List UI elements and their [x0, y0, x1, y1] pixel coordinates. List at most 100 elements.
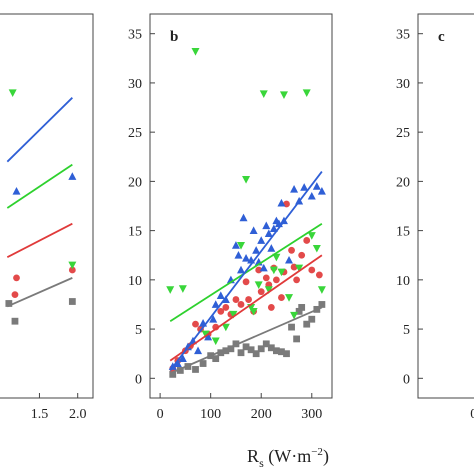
data-point-square: [227, 345, 235, 353]
data-point-triangle-up: [242, 253, 251, 262]
data-point-triangle-up: [209, 315, 218, 323]
data-point-circle: [288, 246, 295, 254]
data-point-triangle-down: [272, 253, 281, 262]
data-point-triangle-down: [68, 261, 77, 270]
y-tick-label: 20: [396, 175, 410, 190]
data-point-triangle-up: [234, 251, 243, 259]
data-point-triangle-up: [259, 263, 268, 272]
data-point-triangle-up: [216, 291, 225, 299]
data-point-square: [262, 340, 270, 348]
y-tick-label: 10: [128, 274, 142, 289]
data-point-circle: [237, 301, 245, 308]
data-point-circle: [257, 288, 265, 296]
x-tick-label: 300: [301, 407, 322, 422]
data-point-circle: [242, 278, 250, 286]
data-point-square: [257, 345, 265, 353]
data-point-triangle-down: [295, 264, 304, 273]
plot-frame: [149, 13, 333, 399]
data-point-triangle-down: [242, 176, 251, 184]
data-point-triangle-up: [312, 182, 321, 190]
data-point-triangle-down: [211, 337, 220, 346]
fit-line-red: [6, 222, 73, 259]
data-point-triangle-up: [12, 187, 21, 195]
data-point-triangle-down: [307, 232, 316, 240]
y-tick-label: 5: [403, 323, 410, 338]
data-point-circle: [222, 304, 230, 311]
fit-line-gray: [6, 277, 73, 308]
y-tick-label: 30: [128, 77, 142, 92]
data-point-circle: [262, 274, 270, 282]
data-point-triangle-up: [264, 229, 273, 237]
data-point-triangle-down: [237, 241, 245, 250]
data-point-circle: [11, 291, 19, 299]
data-point-circle: [245, 296, 252, 303]
panel-label: b: [170, 29, 178, 45]
x-tick-label: 1.5: [31, 407, 49, 422]
data-point-square: [288, 323, 295, 331]
x-tick-label: 2.0: [69, 407, 87, 422]
plot-frame: [417, 13, 474, 399]
y-tick-label: 35: [128, 28, 142, 43]
data-point-circle: [68, 266, 76, 274]
data-point-square: [308, 315, 316, 323]
data-point-square: [278, 348, 285, 356]
panel-b: 0 5 10 15 20 25 30 35 0 100 200 300 b: [128, 13, 333, 422]
data-point-circle: [278, 294, 285, 301]
y-tick-label: 20: [128, 175, 142, 190]
data-point-triangle-down: [269, 266, 278, 275]
data-point-square: [176, 367, 184, 374]
fit-line-red: [169, 254, 323, 362]
y-tick-label: 30: [396, 77, 410, 92]
data-point-circle: [308, 266, 316, 274]
data-point-triangle-up: [231, 241, 240, 249]
data-point-square: [11, 317, 19, 325]
fit-line-gray: [169, 306, 323, 375]
data-point-triangle-up: [307, 191, 316, 200]
data-point-square: [217, 349, 225, 357]
data-point-circle: [315, 271, 323, 279]
data-point-square: [212, 355, 220, 363]
data-point-circle: [232, 296, 240, 303]
data-point-circle: [13, 274, 20, 282]
data-point-circle: [298, 251, 306, 259]
data-point-square: [237, 349, 245, 357]
data-point-circle: [272, 276, 280, 284]
data-point-triangle-down: [285, 294, 294, 302]
y-tick-label: 5: [135, 323, 142, 338]
data-point-triangle-down: [279, 91, 288, 99]
data-point-circle: [217, 307, 225, 315]
data-point-triangle-down: [178, 285, 187, 293]
data-point-triangle-down: [229, 310, 238, 319]
data-point-triangle-down: [259, 90, 268, 98]
data-point-triangle-up: [178, 354, 187, 363]
data-point-square: [293, 335, 301, 343]
data-point-triangle-up: [204, 332, 213, 341]
data-point-circle: [267, 304, 275, 311]
data-point-triangle-up: [252, 246, 261, 254]
fit-line-green: [6, 163, 73, 209]
data-point-triangle-up: [194, 346, 203, 355]
x-tick-label: 0: [157, 407, 164, 422]
data-point-square: [68, 298, 76, 305]
panel-c: 0 5 10 15 20 25 30 35 0.0 c: [396, 13, 474, 422]
data-point-triangle-up: [262, 221, 271, 230]
data-point-triangle-up: [290, 185, 299, 193]
y-tick-label: 10: [396, 274, 410, 289]
data-point-square: [267, 344, 275, 352]
data-point-square: [283, 350, 290, 358]
y-tick-label: 35: [396, 28, 410, 43]
data-point-triangle-up: [237, 265, 245, 274]
y-tick-label: 0: [403, 372, 410, 387]
data-point-triangle-down: [317, 286, 326, 294]
data-point-triangle-down: [8, 89, 17, 97]
data-point-circle: [303, 237, 311, 244]
data-point-square: [199, 360, 207, 367]
plot-frame: [0, 13, 94, 399]
data-point-square: [295, 307, 303, 315]
x-tick-label: 100: [200, 407, 221, 422]
data-point-triangle-down: [191, 48, 200, 56]
data-point-triangle-down: [254, 281, 263, 289]
data-point-circle: [255, 266, 263, 274]
shared-x-axis-label: Rs (W·m−2): [247, 446, 329, 470]
